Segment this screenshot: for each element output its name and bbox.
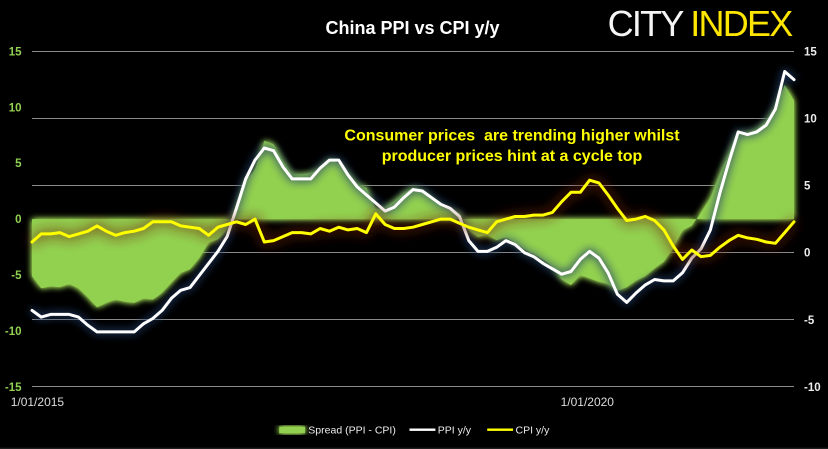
svg-text:China PPI vs CPI y/y: China PPI vs CPI y/y	[325, 18, 499, 38]
svg-text:1/01/2020: 1/01/2020	[561, 395, 615, 409]
svg-text:-5: -5	[804, 315, 815, 327]
svg-text:-10: -10	[5, 326, 22, 338]
svg-text:producer prices hint at a cycl: producer prices hint at a cycle top	[382, 148, 643, 165]
svg-text:10: 10	[9, 102, 22, 114]
svg-text:-10: -10	[804, 382, 821, 394]
svg-text:CITY INDEX: CITY INDEX	[608, 3, 794, 44]
svg-text:CPI y/y: CPI y/y	[516, 425, 551, 437]
svg-text:1/01/2015: 1/01/2015	[11, 395, 65, 409]
svg-text:0: 0	[15, 214, 21, 226]
svg-text:5: 5	[804, 181, 811, 193]
svg-text:15: 15	[9, 46, 22, 58]
svg-text:15: 15	[804, 46, 817, 58]
svg-text:Consumer prices are trending: Consumer prices are trending higher whil…	[344, 128, 680, 145]
svg-text:-5: -5	[11, 270, 22, 282]
svg-text:-15: -15	[5, 382, 22, 394]
svg-text:5: 5	[15, 158, 22, 170]
svg-text:0: 0	[804, 248, 810, 260]
svg-text:10: 10	[804, 114, 817, 126]
svg-text:Spread (PPI - CPI): Spread (PPI - CPI)	[308, 425, 396, 437]
svg-text:PPI y/y: PPI y/y	[438, 425, 472, 437]
